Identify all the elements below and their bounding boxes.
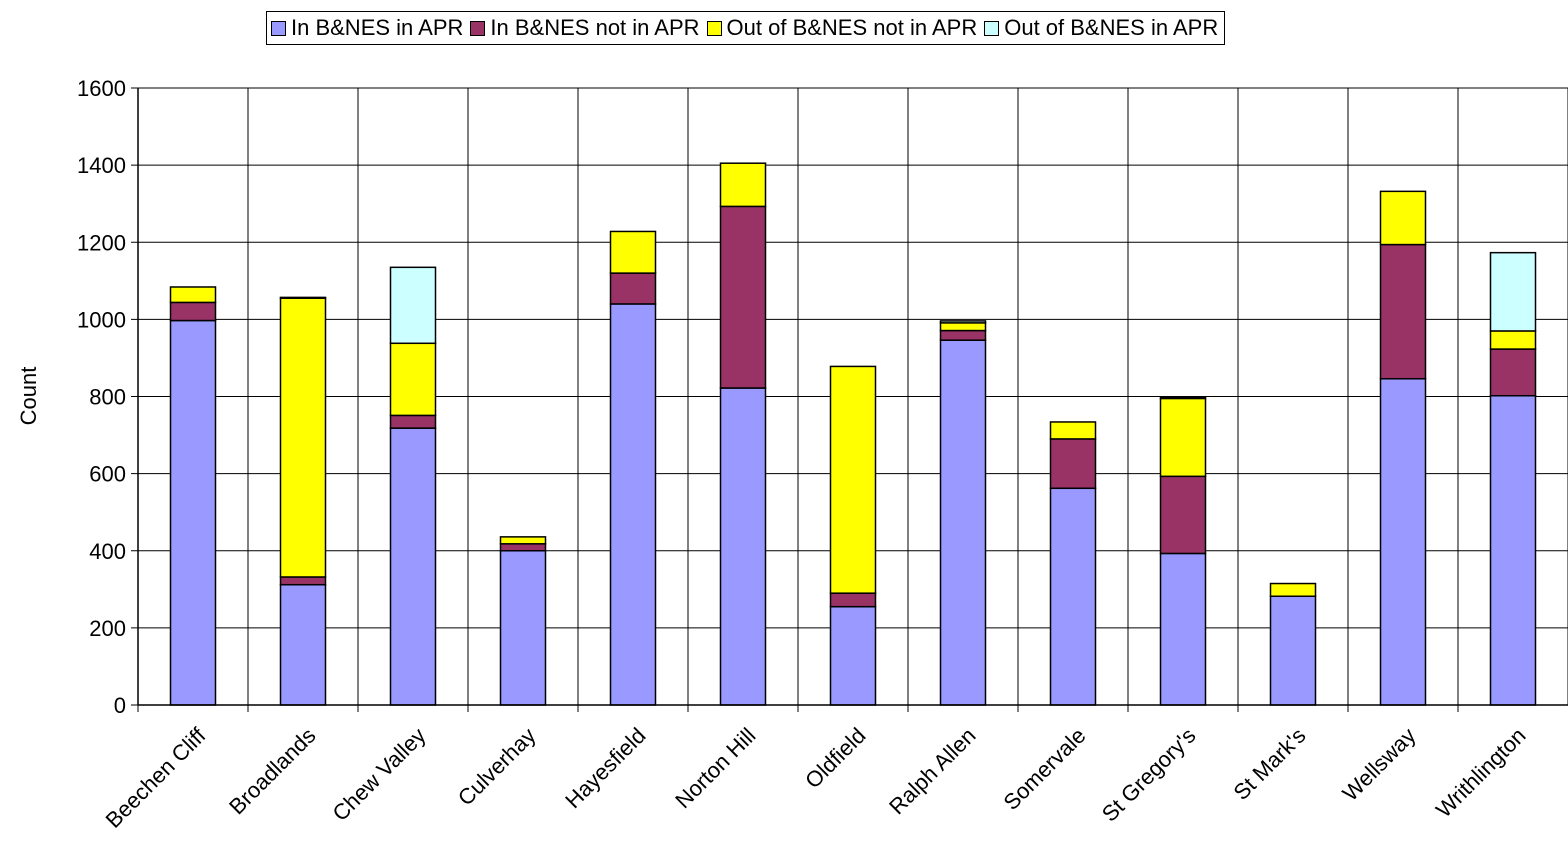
x-tick-label: St Mark's xyxy=(1229,723,1311,805)
bar-segment xyxy=(1269,582,1317,598)
bar-segment xyxy=(1489,330,1537,350)
bar-segment xyxy=(1049,438,1097,490)
bar-segment xyxy=(279,583,327,706)
x-tick-label: Beechen Cliff xyxy=(101,722,212,833)
legend-swatch xyxy=(271,20,286,36)
bar-segment xyxy=(939,322,987,332)
bar-segment xyxy=(1159,397,1207,478)
bar-segment xyxy=(609,272,657,305)
bar-segment xyxy=(939,339,987,706)
bar-segment xyxy=(389,427,437,706)
legend-label: Out of B&NES in APR xyxy=(1004,15,1219,40)
x-tick-label: Wellsway xyxy=(1337,723,1420,806)
bar-segment xyxy=(719,387,767,706)
bar-segment xyxy=(1049,421,1097,440)
bar-segment xyxy=(1159,552,1207,706)
bar-segment xyxy=(279,576,327,586)
bar-segment xyxy=(499,536,547,545)
y-tick-label: 1000 xyxy=(77,307,126,332)
x-tick-label: Writhlington xyxy=(1431,723,1531,823)
bar-segment xyxy=(1269,595,1317,706)
bar-segment xyxy=(719,205,767,389)
bar-segment xyxy=(389,414,437,429)
x-tick-label: Somervale xyxy=(999,723,1091,815)
x-tick-label: Hayesfield xyxy=(560,723,650,813)
bar-segment xyxy=(1159,396,1207,400)
bar-segment xyxy=(389,342,437,417)
bar-segment xyxy=(1159,475,1207,555)
bar-segment xyxy=(939,320,987,324)
legend: In B&NES in APR In B&NES not in APR Out … xyxy=(266,11,1226,45)
bar-segment xyxy=(1379,243,1427,380)
y-tick-label: 800 xyxy=(89,385,126,410)
bar-segment xyxy=(1379,378,1427,706)
y-tick-label: 200 xyxy=(89,616,126,641)
bar-segment xyxy=(389,266,437,345)
legend-item-in-bnes-in-apr: In B&NES in APR xyxy=(271,15,463,41)
bar-segment xyxy=(1489,251,1537,332)
bar-segment xyxy=(499,543,547,552)
x-tick-label: St Gregory's xyxy=(1097,723,1201,827)
legend-swatch xyxy=(470,20,486,36)
y-tick-label: 0 xyxy=(114,693,126,718)
bar-segment xyxy=(829,605,877,706)
y-tick-label: 1400 xyxy=(77,153,126,178)
legend-label: In B&NES not in APR xyxy=(490,15,700,40)
bar-segment xyxy=(169,319,217,706)
x-tick-label: Chew Valley xyxy=(328,723,431,826)
y-tick-label: 400 xyxy=(89,539,126,564)
bar-segment xyxy=(1489,348,1537,397)
bar-segment xyxy=(829,365,877,594)
bar-segment xyxy=(939,329,987,341)
x-tick-label: Norton Hill xyxy=(670,723,760,813)
legend-label: In B&NES in APR xyxy=(291,15,464,40)
bar-segment xyxy=(1379,190,1427,246)
y-tick-label: 600 xyxy=(89,462,126,487)
x-tick-label: Oldfield xyxy=(800,723,870,793)
legend-label: Out of B&NES not in APR xyxy=(726,15,978,40)
y-axis-title: Count xyxy=(16,367,41,426)
bar-segment xyxy=(829,592,877,608)
bar-segment xyxy=(169,286,217,304)
legend-item-out-of-bnes-in-apr: Out of B&NES in APR xyxy=(984,15,1218,41)
x-tick-label: Broadlands xyxy=(224,723,320,819)
y-tick-label: 1200 xyxy=(77,230,126,255)
bar-segment xyxy=(1049,487,1097,706)
legend-item-in-bnes-not-in-apr: In B&NES not in APR xyxy=(470,15,700,41)
legend-swatch xyxy=(706,20,722,36)
legend-swatch xyxy=(984,20,1000,36)
bar-segment xyxy=(1489,394,1537,706)
legend-item-out-of-bnes-not-in-apr: Out of B&NES not in APR xyxy=(706,15,978,41)
bar-segment xyxy=(719,162,767,208)
bar-segment xyxy=(499,550,547,706)
y-tick-label: 1600 xyxy=(77,76,126,101)
x-tick-label: Ralph Allen xyxy=(884,723,980,819)
bar-segment xyxy=(279,296,327,299)
bar-segment xyxy=(609,303,657,706)
bar-segment xyxy=(609,230,657,274)
bar-segment xyxy=(279,297,327,578)
bar-segment xyxy=(169,301,217,322)
x-tick-label: Culverhay xyxy=(453,723,541,811)
